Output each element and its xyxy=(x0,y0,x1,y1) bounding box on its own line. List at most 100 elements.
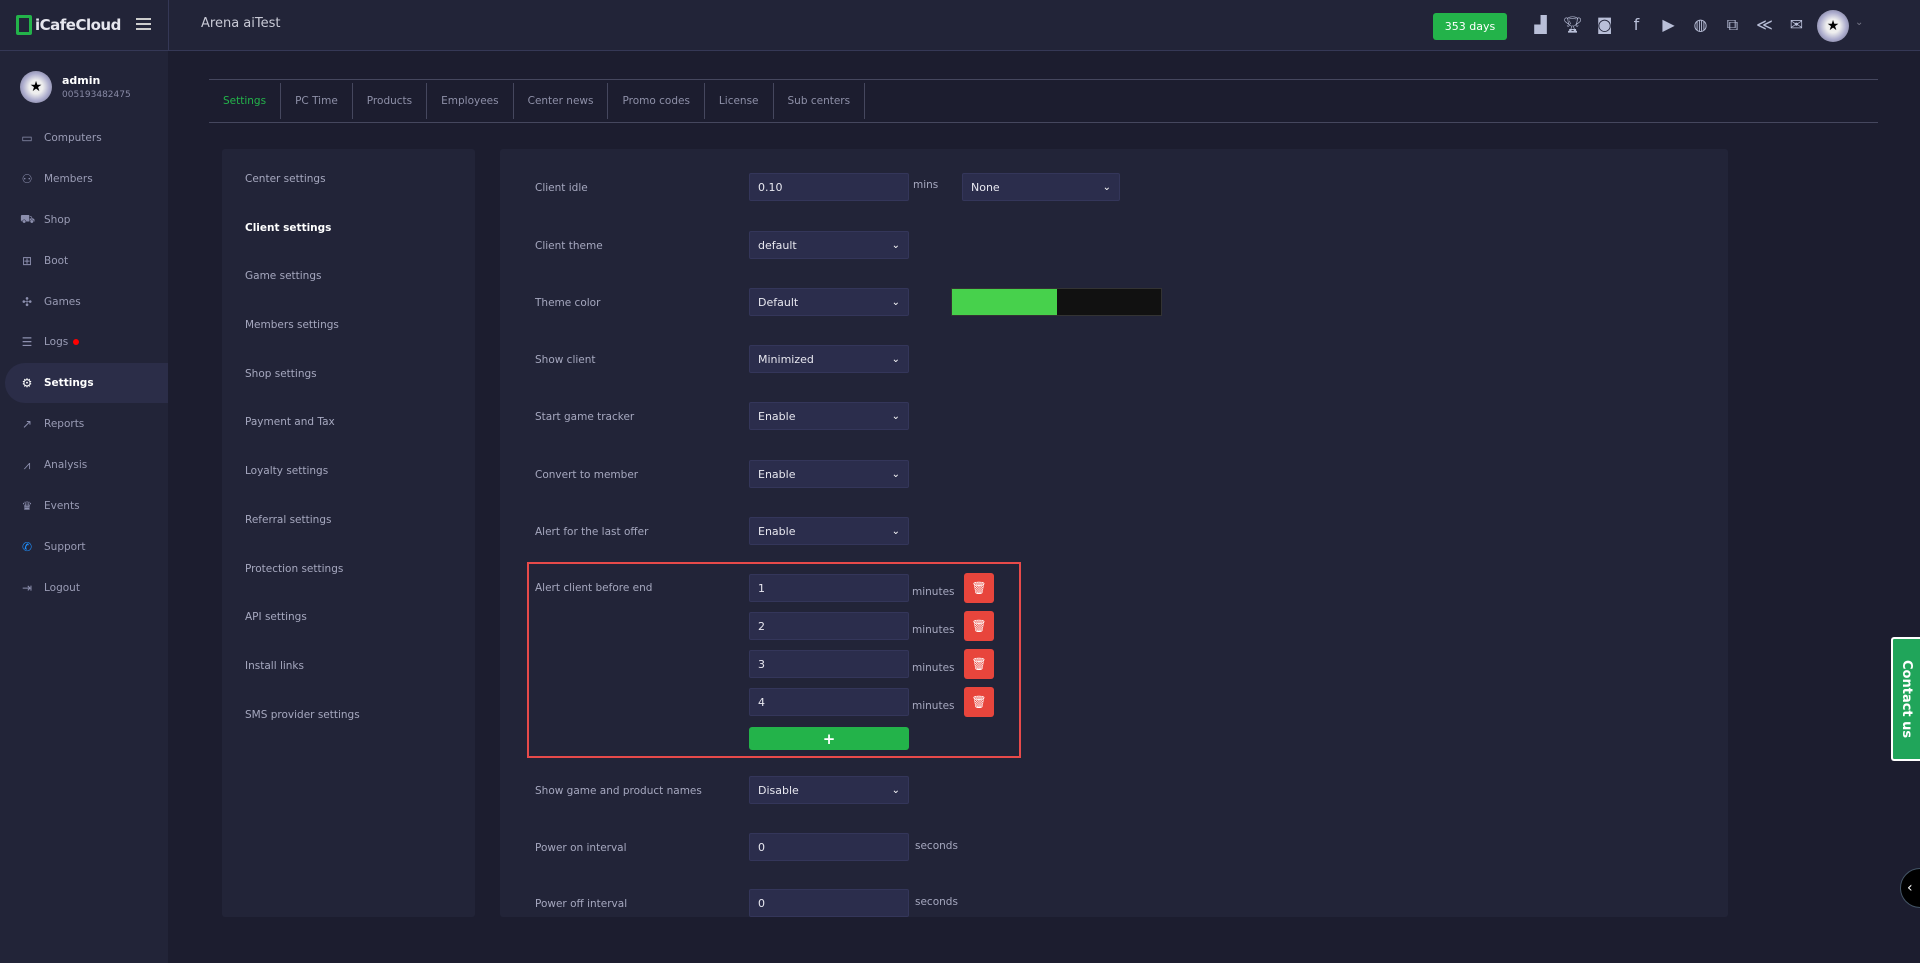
sidebar-item-label: Events xyxy=(44,500,80,513)
brand-icon[interactable]: ≪ xyxy=(1756,15,1773,34)
settings-tabs: Settings PC Time Products Employees Center n… xyxy=(209,79,1878,123)
sidebar-item-label: Computers xyxy=(44,132,102,144)
sidebar-item-logs[interactable]: ☰ Logs xyxy=(5,322,168,362)
tab-settings[interactable]: Settings xyxy=(209,83,282,119)
sidebar: ★ admin 005193482475 ▭ Computers ⚇ Members ⛟ S… xyxy=(0,51,168,963)
sidebar-item-logout[interactable]: ⇥ Logout xyxy=(5,568,168,608)
sidebar-item-games[interactable]: ✣ Games xyxy=(5,282,168,322)
cart-icon: ⛟ xyxy=(20,211,36,226)
theme-color-swatch[interactable] xyxy=(951,288,1162,316)
settings-menu-item[interactable]: Center settings xyxy=(245,173,326,185)
convert-to-member-select[interactable]: Enable ⌄ xyxy=(749,460,909,488)
settings-menu-item[interactable]: Install links xyxy=(245,659,304,672)
power-off-input[interactable]: 0 xyxy=(749,889,909,917)
client-idle-unit: mins xyxy=(913,179,939,191)
start-game-tracker-select[interactable]: Enable ⌄ xyxy=(749,402,909,430)
logout-icon: ⇥ xyxy=(21,580,33,595)
sidebar-item-label: Members xyxy=(44,172,93,185)
alert-last-offer-select[interactable]: Enable ⌄ xyxy=(749,517,909,545)
settings-menu-item[interactable]: Shop settings xyxy=(245,367,317,380)
chevron-down-icon: ⌄ xyxy=(891,784,900,796)
alert-minutes-unit: minutes xyxy=(912,662,955,674)
add-alert-button[interactable]: + xyxy=(749,727,909,750)
avatar[interactable]: ★ xyxy=(1817,10,1849,42)
sidebar-item-computers[interactable]: ▭ Computers xyxy=(5,118,168,158)
logo[interactable]: iCafeCloud xyxy=(16,15,121,35)
alert-minutes-input[interactable]: 4 xyxy=(749,688,909,716)
alert-minutes-input[interactable]: 1 xyxy=(749,574,909,602)
field-value: 0 xyxy=(758,896,765,910)
discord-icon[interactable]: ◙ xyxy=(1596,15,1613,34)
tab-employees[interactable]: Employees xyxy=(427,83,514,119)
field-value: Enable xyxy=(758,467,796,481)
trophy-icon[interactable]: 🏆︎ xyxy=(1562,15,1583,34)
sidebar-item-events[interactable]: ♛ Events xyxy=(5,486,168,526)
tab-products[interactable]: Products xyxy=(353,83,428,119)
power-off-unit: seconds xyxy=(915,896,958,908)
settings-menu-item[interactable]: SMS provider settings xyxy=(245,708,360,721)
settings-menu-item[interactable]: Members settings xyxy=(245,319,339,332)
client-idle-input[interactable]: 0.10 xyxy=(749,173,909,201)
delete-alert-button[interactable]: 🗑︎ xyxy=(964,573,994,603)
tab-sub-centers[interactable]: Sub centers xyxy=(774,83,866,119)
trash-icon: 🗑︎ xyxy=(971,695,987,709)
settings-menu-item[interactable]: Referral settings xyxy=(245,513,332,526)
list-icon: ☰ xyxy=(21,335,33,350)
tab-license[interactable]: License xyxy=(705,83,774,119)
field-value: 4 xyxy=(758,695,765,709)
show-client-label: Show client xyxy=(535,354,596,366)
globe-icon[interactable]: ◍ xyxy=(1693,15,1708,34)
settings-menu-item[interactable]: Protection settings xyxy=(245,562,344,575)
settings-menu-item[interactable]: Payment and Tax xyxy=(245,416,335,429)
user-name: admin xyxy=(62,74,101,87)
client-theme-select[interactable]: default ⌄ xyxy=(749,231,909,259)
mail-icon[interactable]: ✉ xyxy=(1789,15,1804,34)
secondary-color[interactable] xyxy=(1057,289,1161,315)
sidebar-item-members[interactable]: ⚇ Members xyxy=(5,159,168,199)
settings-menu-item[interactable]: API settings xyxy=(245,611,307,624)
settings-menu-item[interactable]: Client settings xyxy=(245,221,332,234)
license-days-badge[interactable]: 353 days xyxy=(1433,13,1507,40)
tab-pc-time[interactable]: PC Time xyxy=(281,83,353,119)
facebook-icon[interactable]: f xyxy=(1633,15,1640,34)
show-names-select[interactable]: Disable ⌄ xyxy=(749,776,909,804)
convert-to-member-label: Convert to member xyxy=(535,469,639,481)
alert-minutes-unit: minutes xyxy=(912,586,955,598)
power-on-unit: seconds xyxy=(915,840,958,852)
sidebar-item-reports[interactable]: ↗ Reports xyxy=(5,404,168,444)
sidebar-item-support[interactable]: ✆ Support xyxy=(5,527,168,567)
field-value: 0 xyxy=(758,840,765,854)
leaderboard-icon[interactable]: ▟ xyxy=(1534,15,1547,34)
sidebar-item-label: Logout xyxy=(44,581,80,594)
chevron-left-icon[interactable]: ‹ xyxy=(1900,868,1920,908)
select-value: None xyxy=(971,180,1000,194)
settings-menu-item[interactable]: Game settings xyxy=(245,270,322,283)
show-client-select[interactable]: Minimized ⌄ xyxy=(749,345,909,373)
sidebar-item-shop[interactable]: ⛟ Shop xyxy=(5,200,168,240)
tab-center-news[interactable]: Center news xyxy=(514,83,609,119)
alert-minutes-input[interactable]: 2 xyxy=(749,612,909,640)
sidebar-item-analysis[interactable]: ⩘ Analysis xyxy=(5,445,168,485)
client-idle-action-select[interactable]: None ⌄ xyxy=(962,173,1120,201)
alert-minutes-input[interactable]: 3 xyxy=(749,650,909,678)
delete-alert-button[interactable]: 🗑︎ xyxy=(964,649,994,679)
theme-color-label: Theme color xyxy=(535,297,601,309)
tab-promo-codes[interactable]: Promo codes xyxy=(608,83,705,119)
primary-color[interactable] xyxy=(952,289,1057,315)
field-value: Disable xyxy=(758,783,799,797)
settings-menu-item[interactable]: Loyalty settings xyxy=(245,465,329,478)
menu-toggle-icon[interactable] xyxy=(136,18,151,30)
sidebar-item-settings[interactable]: ⚙ Settings xyxy=(5,363,168,404)
power-on-input[interactable]: 0 xyxy=(749,833,909,861)
chevron-down-icon[interactable]: ⌄ xyxy=(1855,17,1864,28)
youtube-icon[interactable]: ▶ xyxy=(1662,15,1675,34)
theme-color-select[interactable]: Default ⌄ xyxy=(749,288,909,316)
alert-before-end-label: Alert client before end xyxy=(535,582,653,594)
sidebar-item-boot[interactable]: ⊞ Boot xyxy=(5,241,168,281)
icafe-icon[interactable]: ⧉ xyxy=(1726,14,1739,34)
settings-menu: Center settings Client settings Game setti… xyxy=(222,149,475,917)
field-value: Minimized xyxy=(758,352,814,366)
contact-us-button[interactable]: Contact us xyxy=(1891,637,1920,761)
delete-alert-button[interactable]: 🗑︎ xyxy=(964,611,994,641)
delete-alert-button[interactable]: 🗑︎ xyxy=(964,687,994,717)
